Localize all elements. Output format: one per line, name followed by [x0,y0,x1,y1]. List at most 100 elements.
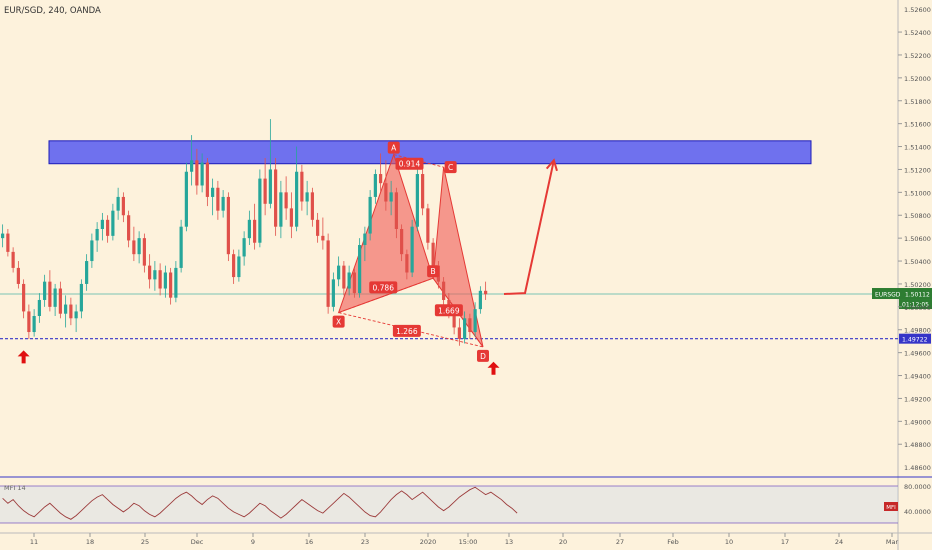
candle-body [27,311,31,333]
time-tick-label: 24 [835,538,843,546]
candle-body [32,316,36,333]
candle-body [64,304,68,314]
mfi-badge-label: MFI [886,505,896,511]
candle-body [184,171,188,227]
candle-body [132,240,136,255]
pattern-point-label: X [336,318,341,327]
ratio-label: 1.266 [396,327,418,336]
candle-body [358,245,362,294]
candle-body [95,228,99,241]
candle-body [253,219,257,243]
price-tick-label: 1.52400 [904,29,931,37]
candle-body [305,192,309,202]
candle-body [127,215,131,241]
candle-body [43,281,47,300]
candle-body [100,219,104,229]
price-tick-label: 1.51000 [904,189,931,197]
candle-body [106,219,110,236]
time-tick-label: 9 [251,538,255,546]
candle-body [405,254,409,273]
price-tick-label: 1.51800 [904,98,931,106]
price-tick-label: 1.49400 [904,373,931,381]
candle-body [48,281,52,307]
mfi-badge [884,502,898,511]
projection-arrowhead [545,158,558,172]
projection-path[interactable] [503,158,558,296]
candle-body [179,226,183,268]
candle-body [242,238,246,257]
candle-body [200,162,204,186]
candle-body [205,162,209,197]
candle-body [37,299,41,316]
support-line[interactable]: 1.49722 [0,333,931,344]
support-price-label: 1.49722 [902,337,928,344]
candle-body [347,272,351,289]
time-tick-label: 2020 [420,538,437,546]
candle-body [158,270,162,289]
last-price-label: 1.50112 [905,292,930,299]
countdown-tag [899,299,932,310]
candle-body [426,208,430,243]
candle-body [258,178,262,243]
time-tick-label: 17 [781,538,789,546]
candle-body [22,283,26,312]
price-tick-label: 1.52600 [904,6,931,14]
ratio-label: 0.914 [399,160,421,169]
pattern-point-label: D [480,352,486,361]
candle-body [216,187,220,211]
price-tick-label: 1.49000 [904,418,931,426]
price-tick-label: 1.48800 [904,441,931,449]
pattern-labels: X A B C D 0.786 0.914 1.669 1.266 [332,141,489,362]
price-axis[interactable]: 1.52400 1.52200 1.52000 1.51800 1.51600 1.514… [898,6,931,472]
candle-body [16,267,20,284]
time-tick-label: Feb [667,538,679,546]
candle-body [415,174,419,227]
candle-body [310,192,314,220]
candle-body [373,174,377,197]
candle-body [58,288,62,314]
up-arrow-icon [17,350,30,364]
mfi-title: MFI 14 [4,484,26,492]
candle-body [478,290,482,310]
price-tick-label: 1.51200 [904,166,931,174]
countdown-label: 01:12:05 [902,302,929,309]
candle-body [121,196,125,216]
candle-body [331,279,335,307]
candle-body [363,233,367,246]
candle-body [463,318,467,339]
candle-body [1,233,5,239]
price-tick-label: 1.50600 [904,235,931,243]
time-axis[interactable]: 11 18 25 Dec 9 16 23 2020 15:00 13 20 27 Feb 10 17 24 Ma… [30,533,899,546]
candle-body [268,169,272,204]
support-price-tag [899,333,931,344]
candle-body [137,238,141,255]
candle-body [316,219,320,236]
supply-zone[interactable] [48,140,812,165]
price-tick-label: 1.48600 [904,464,931,472]
time-tick-label: Mar [886,538,899,546]
time-tick-label: 27 [616,538,624,546]
price-tick-label: 1.50200 [904,281,931,289]
mfi-upper-label: 80.0000 [904,483,931,491]
candle-body [400,228,404,255]
time-tick-label: 15:00 [459,538,478,546]
candle-body [337,265,341,280]
pattern-point-badge [332,315,345,328]
time-tick-label: 25 [141,538,149,546]
pattern-point-badge [444,161,457,174]
up-arrow-icon [487,361,500,375]
candle-body [295,171,299,227]
price-tick-label: 1.51400 [904,144,931,152]
candle-body [111,210,115,236]
candle-body [473,309,477,333]
time-tick-label: 18 [86,538,94,546]
candle-body [321,235,325,241]
price-tick-label: 1.50000 [904,304,931,312]
time-tick-label: 10 [725,538,733,546]
candle-body [410,226,414,273]
time-tick-label: 16 [305,538,313,546]
candle-body [6,233,10,252]
candle-body [279,192,283,227]
ratio-badge [395,157,424,170]
